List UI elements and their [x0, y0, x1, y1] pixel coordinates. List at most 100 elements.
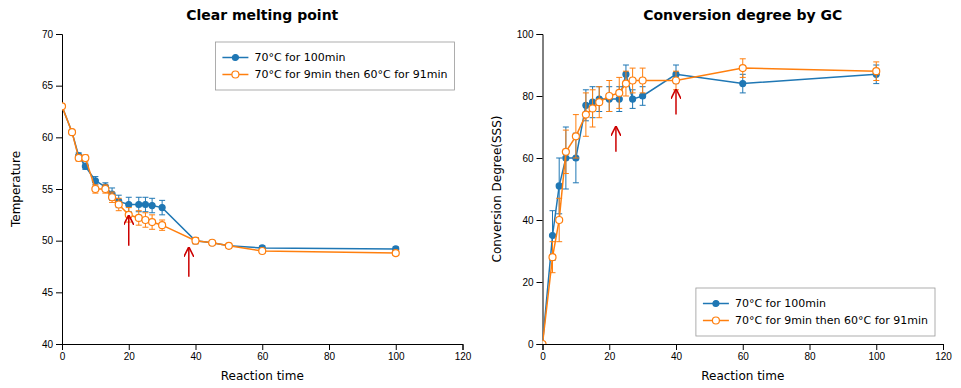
- error-bar-cap: [740, 58, 746, 59]
- point: [109, 194, 116, 201]
- y-tick-mark: [537, 96, 543, 97]
- error-bar: [149, 215, 155, 229]
- legend-item: 70°C for 9min then 60°C for 91min: [222, 68, 447, 81]
- error-bar-cap: [573, 158, 579, 159]
- y-tick-label: 60: [42, 132, 54, 143]
- error-bar-cap: [673, 71, 679, 72]
- y-tick: 55: [42, 184, 62, 195]
- x-tick: 40: [671, 344, 683, 362]
- x-tick: 120: [455, 344, 472, 362]
- x-tick: 0: [540, 344, 546, 362]
- y-tick-label: 50: [42, 235, 54, 246]
- annotation-arrow: [675, 90, 677, 115]
- point: [142, 217, 149, 224]
- point: [75, 155, 82, 162]
- point: [62, 103, 65, 109]
- error-bar-cap: [606, 111, 612, 112]
- legend-swatch-marker: [232, 71, 239, 78]
- point: [209, 240, 215, 246]
- x-tick: 40: [190, 344, 202, 362]
- y-tick: 80: [522, 91, 542, 102]
- x-tick-label: 80: [804, 351, 816, 362]
- plot-area: [62, 103, 399, 277]
- y-tick: 100: [517, 29, 543, 40]
- x-tick-label: 20: [604, 351, 616, 362]
- x-tick-mark: [743, 344, 744, 350]
- error-bar-cap: [873, 80, 879, 81]
- error-bar-cap: [616, 111, 622, 112]
- y-tick: 65: [42, 80, 62, 91]
- y-tick: 40: [522, 215, 542, 226]
- error-bar-cap: [616, 77, 622, 78]
- error-bar-cap: [673, 65, 679, 66]
- error-bar-cap: [873, 83, 879, 84]
- y-tick-label: 0: [528, 339, 534, 350]
- legend-label: 70°C for 100min: [254, 51, 345, 64]
- x-tick-label: 100: [388, 351, 405, 362]
- error-bar: [630, 90, 636, 109]
- error-bar-cap: [116, 195, 122, 196]
- y-axis-title: Conversion Degree(SSS): [490, 116, 504, 263]
- y-tick: 60: [522, 153, 542, 164]
- y-tick-mark: [537, 282, 543, 283]
- error-bar-cap: [556, 158, 562, 159]
- error-bar-cap: [640, 105, 646, 106]
- error-bar-cap: [740, 77, 746, 78]
- y-tick-label: 100: [517, 29, 534, 40]
- error-bar-cap: [126, 207, 132, 208]
- error-bar: [136, 211, 142, 225]
- error-bar-cap: [116, 210, 122, 211]
- error-bar-cap: [109, 187, 115, 188]
- x-axis-title: Reaction time: [701, 369, 784, 383]
- y-tick-label: 40: [522, 215, 534, 226]
- x-tick-label: 40: [190, 351, 202, 362]
- point: [92, 186, 99, 193]
- y-tick-label: 55: [42, 184, 54, 195]
- error-bar-cap: [159, 214, 165, 215]
- error-bar-cap: [606, 80, 612, 81]
- error-bar-cap: [583, 92, 589, 93]
- error-bar-cap: [556, 241, 562, 242]
- point: [149, 203, 155, 209]
- x-tick-mark: [329, 344, 330, 350]
- error-bar-cap: [573, 182, 579, 183]
- error-bar-cap: [126, 197, 132, 198]
- error-bar-cap: [563, 130, 569, 131]
- error-bar: [623, 71, 629, 96]
- error-bar: [142, 197, 148, 211]
- error-bar-cap: [590, 89, 596, 90]
- annotation-arrow: [615, 127, 617, 152]
- error-bar-cap: [596, 86, 602, 87]
- point: [543, 341, 546, 344]
- x-tick: 0: [60, 344, 66, 362]
- y-axis: 020406080100: [517, 29, 543, 350]
- point: [606, 93, 613, 100]
- error-bar: [740, 59, 746, 78]
- y-tick-mark: [56, 86, 62, 87]
- error-bar-cap: [142, 197, 148, 198]
- series-line: [62, 106, 396, 253]
- x-tick-label: 0: [540, 351, 546, 362]
- y-tick-mark: [537, 34, 543, 35]
- legend-swatch-marker: [712, 317, 719, 324]
- legend-box: [696, 288, 935, 336]
- y-tick-mark: [537, 220, 543, 221]
- x-tick-label: 100: [868, 351, 885, 362]
- legend-item: 70°C for 100min: [222, 51, 345, 64]
- error-bar-cap: [740, 92, 746, 93]
- error-bar-cap: [583, 136, 589, 137]
- y-tick-label: 60: [522, 153, 534, 164]
- error-bar-cap: [630, 108, 636, 109]
- error-bar-cap: [573, 114, 579, 115]
- error-bar-cap: [116, 198, 122, 199]
- error-bar-cap: [142, 212, 148, 213]
- y-tick-mark: [56, 241, 62, 242]
- legend-box: [215, 42, 454, 90]
- error-bar: [102, 185, 108, 193]
- point: [739, 65, 746, 72]
- point: [159, 222, 166, 229]
- error-bar: [630, 68, 636, 93]
- legend-label: 70°C for 9min then 60°C for 91min: [735, 314, 928, 327]
- point: [259, 248, 266, 255]
- point: [82, 155, 89, 162]
